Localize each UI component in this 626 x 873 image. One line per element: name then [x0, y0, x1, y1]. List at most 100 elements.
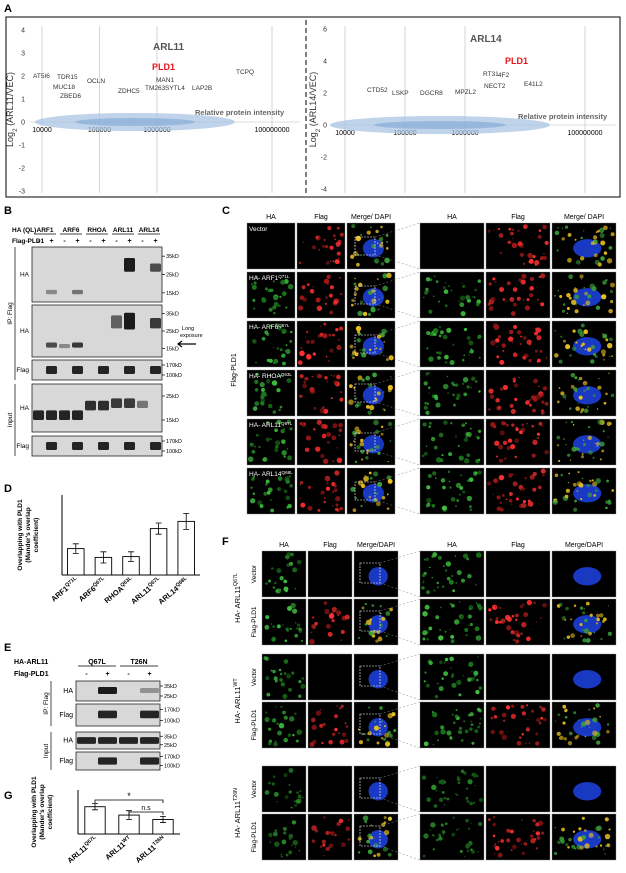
signal	[339, 739, 345, 745]
protein-hit-label: ARL14	[470, 34, 502, 45]
signal	[438, 635, 444, 641]
group-label-sup: Q67L	[233, 573, 239, 586]
signal	[319, 408, 326, 414]
signal	[562, 394, 567, 399]
signal	[449, 602, 452, 605]
signal	[279, 678, 283, 682]
row-label: Vector	[251, 564, 258, 583]
blot-label: Flag	[59, 758, 73, 765]
signal	[435, 789, 438, 792]
signal	[323, 278, 330, 284]
signal	[498, 620, 502, 624]
signal	[465, 787, 469, 790]
signal	[378, 298, 380, 301]
column-header: Flag	[511, 214, 525, 221]
signal	[379, 604, 383, 608]
size-marker: 25kD	[166, 273, 179, 279]
y-tick-label: 6	[323, 27, 327, 34]
signal	[265, 676, 270, 681]
signal	[448, 480, 451, 483]
signal	[333, 380, 339, 386]
nucleus	[368, 670, 388, 689]
signal	[530, 394, 536, 400]
signal	[507, 438, 513, 443]
signal	[563, 737, 567, 741]
signal	[368, 471, 372, 475]
signal	[587, 347, 592, 352]
signal	[357, 310, 363, 317]
protein-hit-label: MPZL2	[455, 89, 476, 96]
signal	[542, 224, 547, 230]
signal	[435, 615, 440, 620]
signal	[300, 502, 306, 508]
nucleus	[573, 435, 602, 454]
signal	[502, 719, 506, 722]
signal	[272, 669, 276, 674]
signal	[515, 613, 519, 618]
signal	[454, 792, 458, 796]
signal	[285, 627, 289, 631]
category-label-sup: Q68L	[175, 575, 190, 589]
signal	[386, 507, 390, 510]
signal	[324, 296, 329, 300]
signal	[268, 579, 271, 583]
signal	[512, 287, 518, 292]
signal	[494, 606, 497, 608]
signal	[521, 819, 523, 821]
signal	[267, 487, 273, 493]
signal	[544, 240, 549, 245]
signal	[534, 331, 538, 336]
nucleus	[573, 386, 602, 405]
column-header: HA	[447, 214, 457, 221]
signal	[428, 660, 433, 666]
signal	[488, 608, 492, 612]
signal	[434, 333, 437, 336]
signal	[277, 325, 283, 331]
blot-band	[72, 442, 83, 450]
signal	[456, 499, 460, 502]
sign: +	[105, 671, 109, 678]
blot-band	[98, 400, 109, 411]
signal	[276, 624, 281, 629]
size-marker: 100kD	[166, 449, 182, 455]
signal	[270, 400, 272, 402]
signal	[475, 552, 482, 558]
signal	[540, 410, 545, 415]
signal	[556, 731, 561, 736]
signal	[364, 501, 367, 503]
signal	[273, 741, 278, 747]
signal	[544, 402, 549, 406]
column-header: Merge/ DAPI	[564, 214, 604, 221]
signal	[593, 239, 598, 244]
signal	[379, 243, 384, 248]
signal	[437, 682, 439, 685]
micrograph	[246, 369, 296, 417]
signal	[574, 376, 578, 380]
signal	[521, 851, 526, 856]
signal	[443, 796, 447, 800]
signal	[332, 460, 335, 462]
panel-letter: A	[4, 3, 12, 15]
protein-hit-label: NECT2	[484, 83, 506, 90]
signal	[469, 607, 472, 611]
micrograph	[419, 222, 485, 270]
signal	[358, 282, 363, 287]
error-bar	[72, 543, 79, 554]
signal	[571, 346, 577, 352]
signal	[276, 722, 279, 725]
signal	[452, 589, 456, 593]
signal	[575, 406, 580, 412]
signal	[572, 423, 575, 426]
signal	[569, 459, 572, 461]
signal	[567, 257, 572, 263]
micrograph	[246, 418, 296, 466]
signal	[432, 471, 437, 476]
signal	[266, 378, 271, 384]
signal	[475, 380, 478, 383]
signal	[600, 240, 606, 246]
signal	[475, 635, 482, 641]
signal	[467, 677, 472, 682]
signal	[428, 392, 430, 394]
signal	[494, 845, 500, 851]
signal	[283, 489, 288, 494]
